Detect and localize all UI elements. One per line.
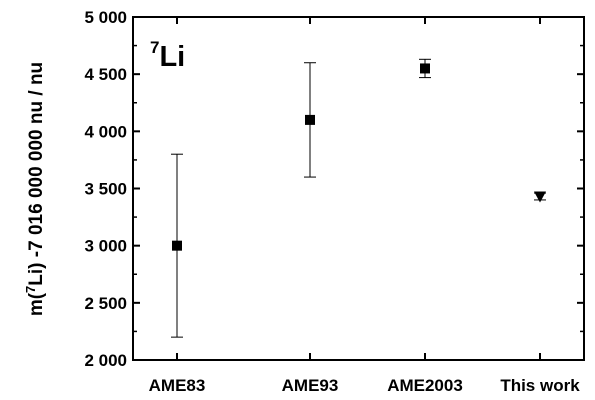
data-point-triangle bbox=[534, 191, 546, 203]
y-axis-title: m(7Li) -7 016 000 000 nu / nu bbox=[23, 62, 47, 316]
x-tick-label: This work bbox=[500, 376, 580, 395]
y-tick-label: 5 000 bbox=[84, 8, 127, 27]
x-axis: AME83 AME93 AME2003 This work bbox=[149, 17, 580, 395]
isotope-label-text: Li bbox=[159, 41, 185, 73]
x-tick-label: AME93 bbox=[282, 376, 339, 395]
x-tick-label: AME83 bbox=[149, 376, 206, 395]
data-point-square bbox=[420, 63, 430, 74]
y-tick-label: 3 000 bbox=[84, 237, 127, 256]
y-axis-title-suffix: Li) -7 016 000 000 nu / nu bbox=[26, 62, 47, 286]
y-tick-label: 4 000 bbox=[84, 122, 127, 141]
data-point-square bbox=[305, 114, 315, 125]
y-tick-label: 2 000 bbox=[84, 351, 127, 370]
y-tick-label: 4 500 bbox=[84, 65, 127, 84]
y-axis-title-superscript: 7 bbox=[23, 286, 38, 293]
y-tick-label: 2 500 bbox=[84, 294, 127, 313]
plot-frame bbox=[132, 16, 585, 361]
isotope-label-superscript: 7 bbox=[150, 38, 159, 57]
data-points bbox=[171, 58, 546, 338]
y-axis-title-prefix: m( bbox=[26, 292, 47, 316]
isotope-label: 7Li bbox=[150, 38, 185, 73]
data-point-square bbox=[172, 240, 182, 251]
y-tick-label: 3 500 bbox=[84, 180, 127, 199]
x-tick-label: AME2003 bbox=[387, 376, 463, 395]
y-axis: 2 000 2 500 3 000 3 500 4 000 4 500 5 000 bbox=[84, 8, 584, 370]
